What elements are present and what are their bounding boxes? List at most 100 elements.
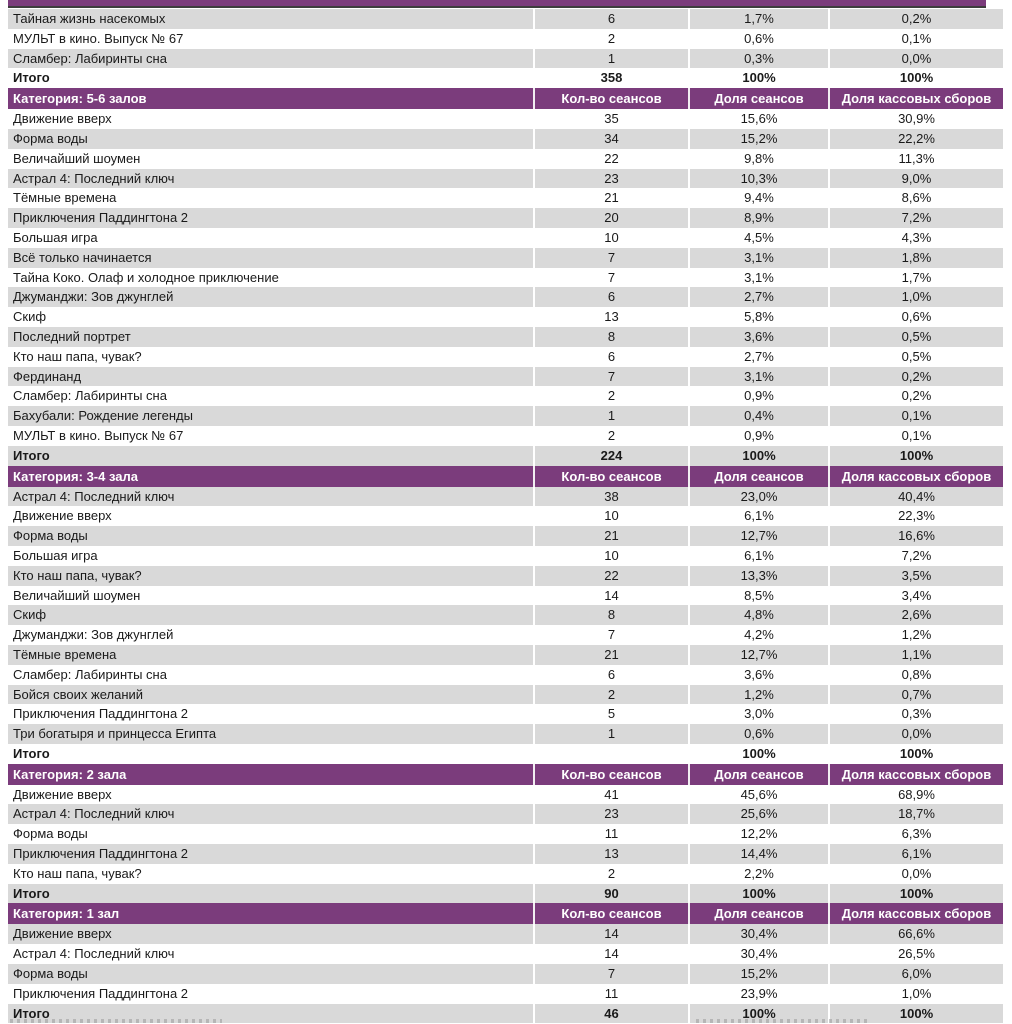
- table-row: Джуманджи: Зов джунглей 7 4,2% 1,2%: [8, 625, 1003, 645]
- sessions-cell: 7: [535, 247, 690, 268]
- table-row: Приключения Паддингтона 2 11 23,9% 1,0%: [8, 983, 1003, 1004]
- box-office-share-cell: 16,6%: [898, 528, 935, 544]
- box-office-share-cell: 0,0%: [901, 865, 932, 881]
- box-office-share-cell: 100%: [899, 745, 934, 761]
- table-row: Сламбер: Лабиринты сна 6 3,6% 0,8%: [8, 664, 1003, 685]
- sessions-cell: 8: [535, 326, 690, 347]
- sessions-cell: 10: [535, 545, 690, 566]
- table-row: Итого 100% 100%: [8, 743, 1003, 764]
- sessions-cell: 358: [535, 68, 690, 89]
- movie-title-cell: Величайший шоумен: [8, 148, 535, 169]
- box-office-share-cell: 0,1%: [901, 30, 932, 46]
- box-office-share-cell: 6,3%: [901, 826, 932, 842]
- sessions-share-cell: 2,2%: [690, 863, 830, 884]
- box-office-share-cell: 0,1%: [901, 408, 932, 424]
- table-row: Бойся своих желаний 2 1,2% 0,7%: [8, 684, 1003, 705]
- movie-title-cell: Итого: [8, 445, 535, 466]
- movie-title-cell: Бахубали: Рождение легенды: [8, 406, 535, 426]
- table-row: Форма воды 7 15,2% 6,0%: [8, 964, 1003, 984]
- box-office-share-cell: 1,0%: [901, 289, 932, 305]
- movie-title-cell: Скиф: [8, 307, 535, 327]
- sessions-share-cell: 9,8%: [690, 148, 830, 169]
- movie-title-cell: Форма воды: [8, 128, 535, 149]
- table-row: Астрал 4: Последний ключ 23 25,6% 18,7%: [8, 804, 1003, 825]
- sessions-cell: 14: [535, 924, 690, 945]
- movie-title-cell: Сламбер: Лабиринты сна: [8, 48, 535, 69]
- sessions-cell: 22: [535, 148, 690, 169]
- box-office-share-cell: 0,8%: [901, 666, 932, 682]
- table-row: МУЛЬТ в кино. Выпуск № 67 2 0,9% 0,1%: [8, 425, 1003, 446]
- movie-title-cell: Кто наш папа, чувак?: [8, 863, 535, 884]
- movie-title-cell: Последний портрет: [8, 326, 535, 347]
- table-row: Последний портрет 8 3,6% 0,5%: [8, 326, 1003, 347]
- box-office-share-cell: 1,0%: [901, 985, 932, 1001]
- sessions-share-cell: 100%: [690, 1003, 830, 1024]
- column-header-box-office-share: Доля кассовых сборов: [841, 766, 992, 782]
- movie-title-cell: Движение вверх: [8, 924, 535, 945]
- sessions-cell: 35: [535, 109, 690, 129]
- movie-title-cell: Кто наш папа, чувак?: [8, 346, 535, 367]
- box-office-share-cell: 100%: [899, 70, 934, 86]
- movie-title-cell: Сламбер: Лабиринты сна: [8, 386, 535, 407]
- table-row: Кто наш папа, чувак? 6 2,7% 0,5%: [8, 346, 1003, 367]
- movie-title-cell: Форма воды: [8, 964, 535, 984]
- movie-title-cell: Тёмные времена: [8, 188, 535, 209]
- movie-title-cell: Движение вверх: [8, 109, 535, 129]
- movie-title-cell: Форма воды: [8, 824, 535, 845]
- table-row: Тайная жизнь насекомых 6 1,7% 0,2%: [8, 9, 1003, 29]
- table-row: Итого 90 100% 100%: [8, 883, 1003, 904]
- sessions-cell: 7: [535, 366, 690, 387]
- sessions-share-cell: 3,1%: [690, 366, 830, 387]
- sessions-cell: 1: [535, 48, 690, 69]
- table-row: Форма воды 34 15,2% 22,2%: [8, 128, 1003, 149]
- category-label: Категория: 3-4 зала: [8, 465, 535, 487]
- box-office-share-cell: 8,6%: [901, 190, 932, 206]
- sessions-share-cell: 100%: [690, 445, 830, 466]
- sessions-cell: 6: [535, 287, 690, 308]
- category-label: Категория: 5-6 залов: [8, 88, 535, 110]
- movie-title-cell: МУЛЬТ в кино. Выпуск № 67: [8, 28, 535, 49]
- box-office-share-cell: 100%: [899, 1005, 934, 1021]
- box-office-share-cell: 0,1%: [901, 427, 932, 443]
- clipped-text-fragment: [10, 1019, 222, 1023]
- sessions-share-cell: 8,5%: [690, 585, 830, 606]
- movie-title-cell: Фердинанд: [8, 366, 535, 387]
- table-row: Итого 224 100% 100%: [8, 445, 1003, 466]
- table-row: Большая игра 10 4,5% 4,3%: [8, 227, 1003, 248]
- table-row: Кто наш папа, чувак? 22 13,3% 3,5%: [8, 565, 1003, 586]
- sessions-share-cell: 3,0%: [690, 704, 830, 725]
- box-office-share-cell: 68,9%: [898, 786, 935, 802]
- sessions-share-cell: 0,6%: [690, 724, 830, 744]
- section-header-row: Категория: 5-6 залов Кол-во сеансов Доля…: [8, 88, 1003, 110]
- sessions-share-cell: 25,6%: [690, 804, 830, 825]
- sessions-share-cell: 10,3%: [690, 168, 830, 189]
- box-office-share-cell: 6,1%: [901, 846, 932, 862]
- sessions-cell: 41: [535, 784, 690, 805]
- sessions-share-cell: 12,7%: [690, 644, 830, 665]
- movie-title-cell: Бойся своих желаний: [8, 684, 535, 705]
- column-header-sessions-share: Доля сеансов: [690, 763, 830, 785]
- sessions-share-cell: 12,7%: [690, 526, 830, 546]
- sessions-cell: 38: [535, 486, 690, 507]
- box-office-share-cell: 7,2%: [901, 210, 932, 226]
- sessions-share-cell: 2,7%: [690, 346, 830, 367]
- column-header-sessions: Кол-во сеансов: [535, 88, 690, 110]
- table-row: Астрал 4: Последний ключ 38 23,0% 40,4%: [8, 486, 1003, 507]
- box-office-share-cell: 11,3%: [898, 150, 935, 166]
- box-office-share-cell: 3,4%: [901, 587, 932, 603]
- movie-title-cell: Сламбер: Лабиринты сна: [8, 664, 535, 685]
- sessions-cell: 1: [535, 724, 690, 744]
- sessions-share-cell: 12,2%: [690, 824, 830, 845]
- table-row: Фердинанд 7 3,1% 0,2%: [8, 366, 1003, 387]
- table-row: Итого 358 100% 100%: [8, 68, 1003, 89]
- box-office-share-cell: 0,2%: [901, 388, 932, 404]
- movie-title-cell: Джуманджи: Зов джунглей: [8, 287, 535, 308]
- sessions-share-cell: 0,9%: [690, 386, 830, 407]
- sessions-cell: 21: [535, 188, 690, 209]
- movie-title-cell: Тёмные времена: [8, 644, 535, 665]
- table-row: Три богатыря и принцесса Египта 1 0,6% 0…: [8, 724, 1003, 744]
- table-row: Всё только начинается 7 3,1% 1,8%: [8, 247, 1003, 268]
- table-row: Форма воды 11 12,2% 6,3%: [8, 824, 1003, 845]
- clipped-text-fragment: [696, 1019, 868, 1023]
- sessions-cell: 2: [535, 863, 690, 884]
